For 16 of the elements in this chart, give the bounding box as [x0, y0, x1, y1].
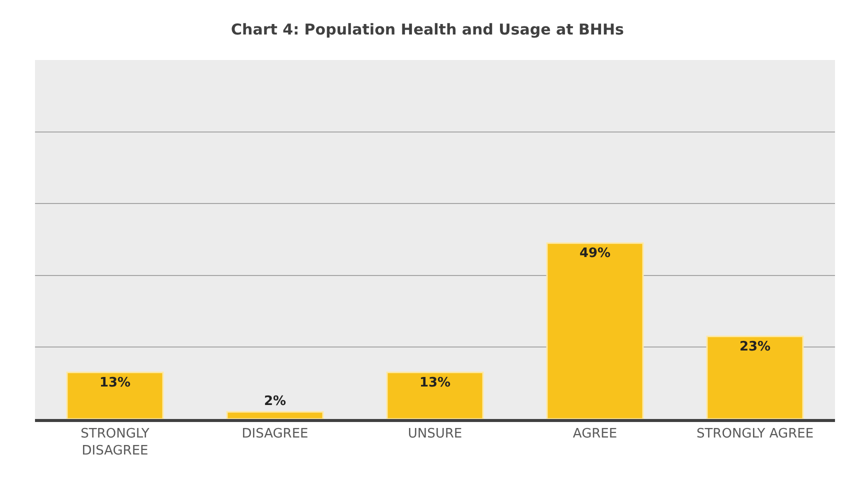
bar [226, 411, 324, 419]
data-label: 2% [264, 394, 286, 409]
bar [706, 336, 804, 419]
bar [386, 372, 484, 419]
x-tick-label: STRONGLY AGREE [696, 426, 814, 442]
x-tick-label: DISAGREE [242, 426, 308, 442]
data-label: 13% [99, 375, 131, 390]
x-tick-label: AGREE [572, 426, 618, 442]
data-label: 13% [419, 375, 451, 390]
bar [66, 372, 164, 419]
chart-title: Chart 4: Population Health and Usage at BHHs [231, 20, 624, 38]
x-tick-label: STRONGLY DISAGREE [80, 426, 150, 458]
data-label: 23% [739, 339, 771, 354]
bar [546, 242, 644, 419]
data-label: 49% [579, 246, 611, 262]
x-tick-label: UNSURE [408, 426, 462, 442]
